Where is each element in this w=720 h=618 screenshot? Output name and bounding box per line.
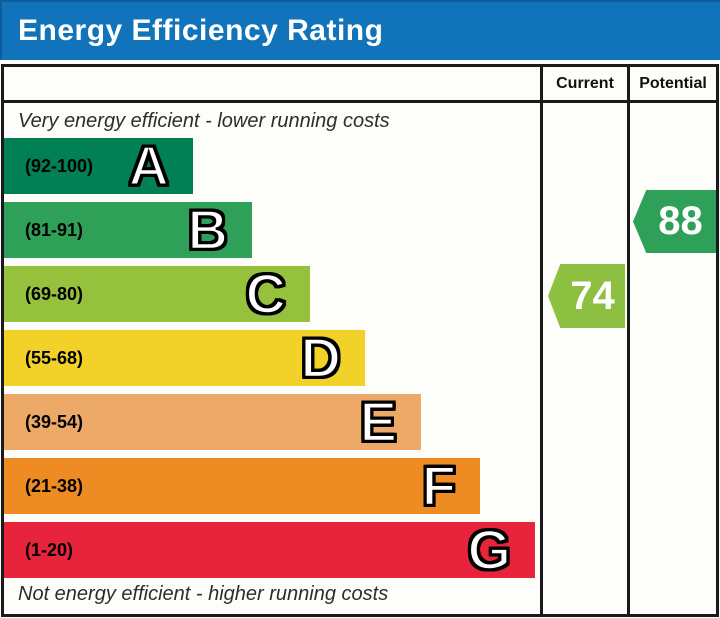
band-letter: A	[127, 134, 170, 197]
band-e: (39-54) E	[4, 390, 421, 453]
band-letter: G	[466, 518, 512, 581]
band-letter: E	[358, 390, 398, 453]
band-range-label: (69-80)	[25, 283, 84, 304]
band-letter: F	[421, 454, 458, 517]
band-d: (55-68) D	[4, 326, 365, 389]
potential-rating-value: 88	[658, 199, 703, 243]
band-letter: C	[244, 262, 287, 325]
header-divider	[4, 100, 716, 103]
bottom-caption: Not energy efficient - higher running co…	[18, 583, 389, 605]
band-range-label: (92-100)	[25, 155, 94, 176]
title-bar: Energy Efficiency Rating	[0, 0, 720, 60]
rating-table: Current Potential Very energy efficient …	[1, 64, 719, 617]
band-range-label: (81-91)	[25, 219, 84, 240]
page-title: Energy Efficiency Rating	[18, 14, 384, 47]
band-range-label: (1-20)	[25, 539, 74, 560]
band-range-label: (21-38)	[25, 475, 84, 496]
current-rating-value: 74	[570, 273, 615, 318]
band-range-label: (55-68)	[25, 347, 84, 368]
band-f: (21-38) F	[4, 454, 480, 517]
current-column-divider	[540, 67, 543, 614]
band-c: (69-80) C	[4, 262, 310, 325]
current-rating-marker: 74	[548, 264, 625, 328]
potential-column-divider	[627, 67, 630, 614]
band-letter: B	[186, 198, 229, 261]
band-a: (92-100) A	[4, 134, 193, 197]
current-column-header: Current	[556, 75, 614, 92]
band-letter: D	[299, 326, 342, 389]
top-caption: Very energy efficient - lower running co…	[18, 110, 390, 132]
potential-rating-marker: 88	[633, 190, 716, 253]
potential-column-header: Potential	[639, 75, 707, 92]
band-b: (81-91) B	[4, 198, 252, 261]
band-g: (1-20) G	[4, 518, 535, 581]
band-range-label: (39-54)	[25, 411, 84, 432]
